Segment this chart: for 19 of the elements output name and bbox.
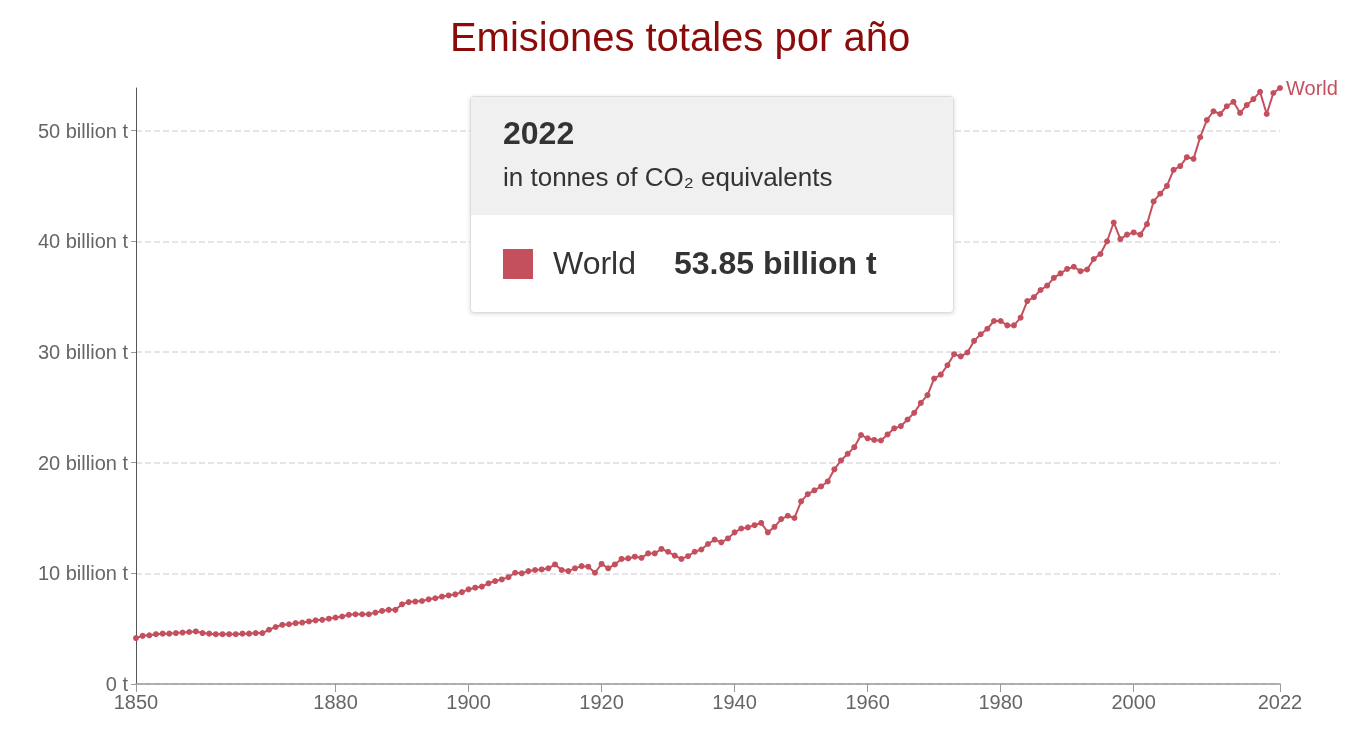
x-tick-label: 1880 <box>313 691 358 713</box>
x-tick-label: 1900 <box>446 691 491 713</box>
annotation: 2022 <box>503 115 576 152</box>
y-tick-label: 10 billion t <box>37 562 129 585</box>
x-tick-label: 1960 <box>845 691 890 713</box>
y-tick-label: 40 billion t <box>37 230 129 253</box>
legend-label: World <box>553 245 636 282</box>
text: World <box>1286 77 1338 99</box>
x-tick-label: 1920 <box>579 691 624 713</box>
x-tick-label: 1940 <box>712 691 757 713</box>
x-tick-label: 2000 <box>1111 691 1156 713</box>
x-tick-label: 2022 <box>1257 691 1303 713</box>
x-tick-label: 1980 <box>978 691 1023 713</box>
annotation: in tonnes of CO₂ equivalents <box>503 162 834 193</box>
annotation: 53.85 billion t <box>673 245 877 282</box>
y-tick-label: 20 billion t <box>37 451 129 474</box>
y-tick-label: 50 billion t <box>37 119 129 142</box>
y-tick-label: 30 billion t <box>37 340 129 363</box>
chart-title: Emisiones totales por año <box>449 15 911 59</box>
